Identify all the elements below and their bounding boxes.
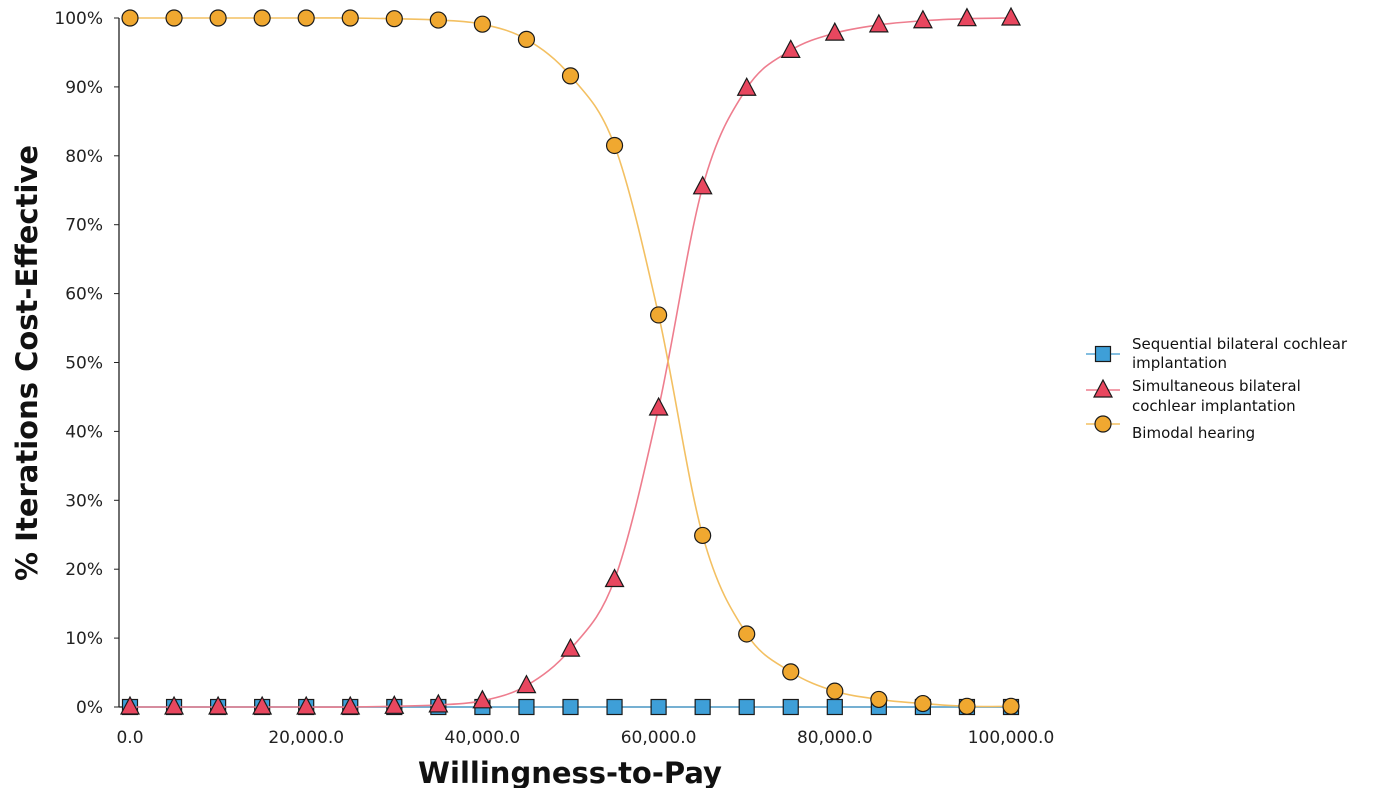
legend-swatch-marker xyxy=(1094,415,1112,433)
series-layer xyxy=(120,6,1021,716)
y-tick-label: 80% xyxy=(65,147,103,167)
x-tick-label: 100,000.0 xyxy=(968,728,1055,748)
legend-label: implantation xyxy=(1132,354,1227,372)
data-point xyxy=(694,526,712,545)
legend-label: cochlear implantation xyxy=(1132,397,1296,415)
y-tick-label: 90% xyxy=(65,78,103,98)
data-point xyxy=(824,21,845,41)
data-point xyxy=(826,698,843,716)
y-tick-label: 10% xyxy=(65,629,103,649)
data-point xyxy=(208,695,229,715)
series-line xyxy=(130,17,1012,708)
data-point xyxy=(252,695,273,715)
data-point xyxy=(958,697,976,715)
series-2 xyxy=(121,9,1020,715)
data-point xyxy=(562,698,579,716)
x-tick-label: 40,000.0 xyxy=(445,728,521,748)
y-tick-label: 30% xyxy=(65,491,103,511)
data-point xyxy=(385,10,403,28)
data-point xyxy=(738,698,755,716)
series-1 xyxy=(120,6,1021,715)
y-tick-label: 0% xyxy=(76,698,103,718)
data-point xyxy=(650,698,667,716)
data-point xyxy=(560,637,581,657)
data-point xyxy=(384,695,405,714)
data-point xyxy=(120,695,140,715)
x-tick-label: 20,000.0 xyxy=(268,728,344,748)
data-point xyxy=(296,695,317,715)
legend-swatch-marker xyxy=(1094,345,1112,363)
data-point xyxy=(428,693,449,713)
data-point xyxy=(518,698,535,716)
data-point xyxy=(914,694,932,713)
data-point xyxy=(604,568,625,588)
legend-item-1: Simultaneous bilateral cochlear implantat… xyxy=(1086,377,1301,415)
data-point xyxy=(1001,6,1021,26)
data-point xyxy=(429,11,447,29)
data-point xyxy=(253,9,271,27)
data-point xyxy=(780,39,801,58)
y-tick-label: 100% xyxy=(54,9,103,29)
legend-label: Simultaneous bilateral xyxy=(1132,377,1301,395)
y-tick-label: 50% xyxy=(65,354,103,374)
data-point xyxy=(297,9,315,27)
data-point xyxy=(868,13,889,33)
legend-item-0: Sequential bilateral cochlearimplantatio… xyxy=(1086,335,1348,372)
y-axis-title: % Iterations Cost-Effective xyxy=(10,145,44,581)
legend-item-2: Bimodal hearing xyxy=(1086,415,1255,442)
legend-swatch-marker xyxy=(1093,378,1113,398)
data-point xyxy=(606,698,623,716)
data-point xyxy=(165,9,183,27)
data-point xyxy=(782,663,800,681)
data-point xyxy=(517,30,536,48)
data-point xyxy=(472,689,493,709)
x-axis-title: Willingness-to-Pay xyxy=(418,756,722,788)
legend: Sequential bilateral cochlearimplantatio… xyxy=(1086,335,1348,442)
axes: 0% 10% 20% 30% 40% 50% 60% 70% 80% 90% 100% 0.0 20,0… xyxy=(54,9,1054,748)
data-point xyxy=(692,175,713,195)
data-point xyxy=(648,396,669,416)
legend-label: Sequential bilateral cochlear xyxy=(1132,335,1348,353)
y-tick-label: 40% xyxy=(65,422,103,442)
data-point xyxy=(956,7,977,27)
data-point xyxy=(736,76,757,96)
data-point xyxy=(209,9,227,27)
y-tick-label: 70% xyxy=(65,216,103,236)
data-point xyxy=(516,674,537,694)
legend-label: Bimodal hearing xyxy=(1132,424,1255,442)
data-point xyxy=(561,67,580,85)
data-point xyxy=(870,690,888,709)
data-point xyxy=(738,625,756,643)
series-line xyxy=(130,17,1012,708)
data-point xyxy=(826,682,844,700)
data-point xyxy=(1002,697,1020,715)
x-tick-label: 60,000.0 xyxy=(621,728,697,748)
data-point xyxy=(694,698,711,716)
x-tick-label: 0.0 xyxy=(116,728,143,748)
data-point xyxy=(341,9,359,27)
data-point xyxy=(782,698,799,716)
data-point xyxy=(164,695,185,715)
data-point xyxy=(912,9,933,29)
y-tick-label: 20% xyxy=(65,560,103,580)
data-point xyxy=(121,9,139,27)
data-point xyxy=(605,136,624,155)
x-tick-label: 80,000.0 xyxy=(797,728,873,748)
data-point xyxy=(649,306,668,324)
data-point xyxy=(340,695,361,715)
data-point xyxy=(473,15,491,33)
y-tick-label: 60% xyxy=(65,285,103,305)
